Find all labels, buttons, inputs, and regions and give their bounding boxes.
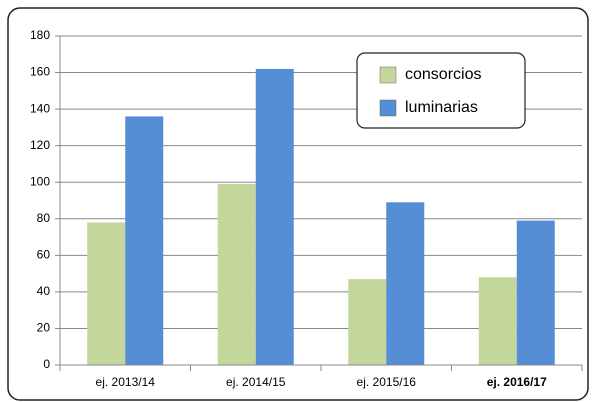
x-tick-label: ej. 2013/14 bbox=[96, 375, 156, 389]
bar bbox=[478, 277, 517, 365]
bar bbox=[348, 279, 387, 365]
y-tick-label: 20 bbox=[37, 321, 51, 335]
y-tick-label: 0 bbox=[43, 357, 50, 371]
bar bbox=[516, 220, 555, 365]
y-tick-label: 180 bbox=[30, 28, 50, 42]
bar bbox=[255, 68, 294, 366]
legend-swatch bbox=[379, 99, 397, 117]
legend-label: luminarias bbox=[405, 99, 478, 116]
bar bbox=[125, 116, 164, 365]
x-tick-label: ej. 2014/15 bbox=[226, 375, 286, 389]
y-tick-label: 80 bbox=[37, 211, 51, 225]
bar bbox=[386, 202, 425, 365]
y-tick-label: 140 bbox=[30, 101, 50, 115]
legend-label: consorcios bbox=[405, 66, 481, 83]
legend-swatch bbox=[379, 66, 397, 84]
y-tick-label: 40 bbox=[37, 284, 51, 298]
x-tick-label: ej. 2016/17 bbox=[487, 375, 547, 389]
bar bbox=[87, 222, 126, 365]
y-tick-label: 160 bbox=[30, 65, 50, 79]
y-tick-label: 100 bbox=[30, 174, 50, 188]
y-tick-label: 60 bbox=[37, 248, 51, 262]
bar bbox=[217, 184, 256, 365]
y-tick-label: 120 bbox=[30, 138, 50, 152]
legend-box bbox=[356, 52, 526, 129]
x-tick-label: ej. 2015/16 bbox=[357, 375, 417, 389]
